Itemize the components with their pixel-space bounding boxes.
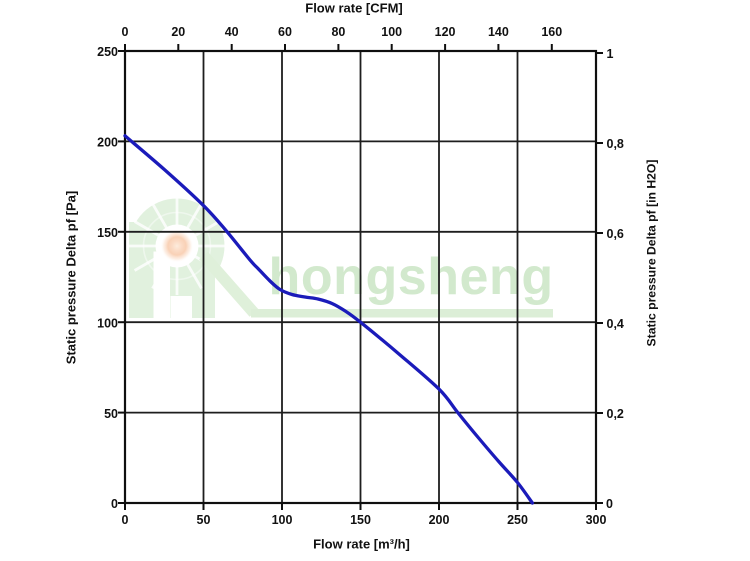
svg-text:100: 100: [272, 513, 293, 527]
svg-text:Static pressure Delta pf [Pa]: Static pressure Delta pf [Pa]: [64, 191, 79, 364]
svg-text:0: 0: [111, 497, 118, 511]
svg-text:300: 300: [586, 513, 607, 527]
svg-text:150: 150: [97, 226, 118, 240]
svg-text:140: 140: [488, 25, 509, 39]
svg-text:250: 250: [97, 45, 118, 59]
svg-text:60: 60: [278, 25, 292, 39]
svg-text:80: 80: [331, 25, 345, 39]
svg-text:0,6: 0,6: [607, 227, 624, 241]
svg-text:150: 150: [350, 513, 371, 527]
svg-text:0,8: 0,8: [607, 137, 624, 151]
svg-text:160: 160: [541, 25, 562, 39]
svg-text:0: 0: [122, 25, 129, 39]
svg-text:20: 20: [171, 25, 185, 39]
svg-text:0,2: 0,2: [607, 407, 624, 421]
svg-text:0,4: 0,4: [607, 317, 624, 331]
svg-text:40: 40: [225, 25, 239, 39]
svg-text:Static pressure Delta pf [in H: Static pressure Delta pf [in H2O]: [645, 160, 659, 347]
svg-text:120: 120: [435, 25, 456, 39]
svg-text:hongsheng: hongsheng: [269, 248, 554, 306]
svg-text:0: 0: [606, 497, 613, 511]
svg-text:250: 250: [507, 513, 528, 527]
svg-text:200: 200: [429, 513, 450, 527]
svg-text:50: 50: [197, 513, 211, 527]
svg-text:200: 200: [97, 136, 118, 150]
svg-text:1: 1: [607, 47, 614, 61]
svg-text:0: 0: [122, 513, 129, 527]
svg-text:100: 100: [97, 316, 118, 330]
svg-text:100: 100: [381, 25, 402, 39]
svg-text:Flow rate [m³/h]: Flow rate [m³/h]: [313, 537, 410, 552]
svg-text:50: 50: [104, 407, 118, 421]
svg-text:Flow rate [CFM]: Flow rate [CFM]: [305, 0, 403, 15]
